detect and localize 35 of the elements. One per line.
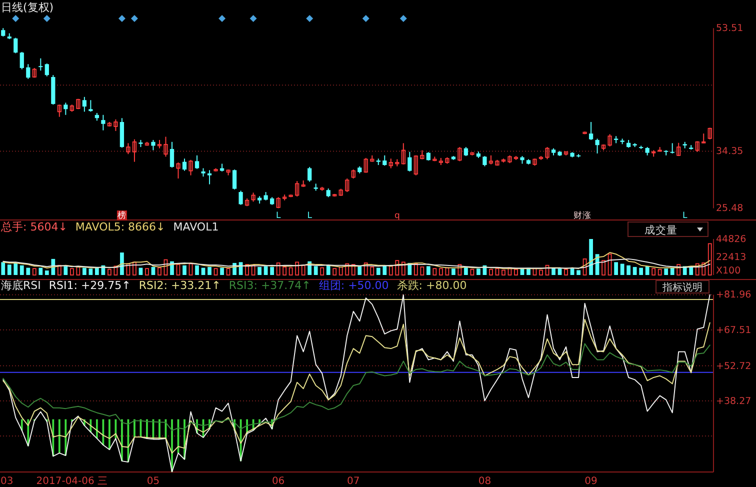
text: RSI3: +37.74↑	[228, 279, 311, 292]
x-tick-label: 09	[584, 476, 598, 487]
x-tick-label: 06	[272, 476, 285, 487]
text: L	[682, 211, 688, 221]
y-tick-label: +52.72	[716, 360, 752, 372]
x-tick-label: 2017-04-06 三	[36, 476, 108, 487]
x-tick-label: 07	[347, 476, 360, 487]
text: X100	[716, 265, 741, 276]
y-tick-label: +38.27	[716, 395, 752, 406]
text: RSI1: +29.75↑	[48, 279, 131, 292]
text: MAVOL1	[173, 220, 219, 234]
text: 成交量	[644, 223, 678, 236]
text: 指标说明	[662, 282, 702, 294]
chart-title: 海底RSI	[1, 279, 41, 292]
text: L	[307, 211, 312, 221]
y-tick-label: +67.51	[716, 324, 752, 336]
text: RSI2: +33.21↑	[138, 279, 221, 292]
y-tick-label: 25.48	[716, 202, 744, 214]
y-tick-label: 22413	[716, 252, 746, 262]
text: 榜	[117, 210, 126, 221]
x-tick-label: 05	[146, 476, 160, 487]
y-tick-label: 34.35	[716, 146, 744, 157]
ref-line-label: 组团: +50.00	[318, 279, 389, 292]
y-tick-label: +81.96	[716, 289, 752, 300]
y-tick-label: 44826	[716, 234, 746, 244]
text: MAVOL5: 8666↓	[75, 220, 166, 234]
y-tick-label: 53.51	[716, 22, 744, 34]
text: 财涨	[573, 210, 592, 221]
text: L	[276, 211, 281, 221]
chart-title: 日线(复权)	[1, 1, 54, 14]
x-tick-label: 08	[478, 476, 492, 487]
text: 总手: 5604↓	[0, 220, 68, 234]
ref-line-label: 杀跌: +80.00	[396, 279, 467, 292]
x-tick-label: 03	[0, 476, 14, 487]
text: q	[394, 211, 400, 221]
